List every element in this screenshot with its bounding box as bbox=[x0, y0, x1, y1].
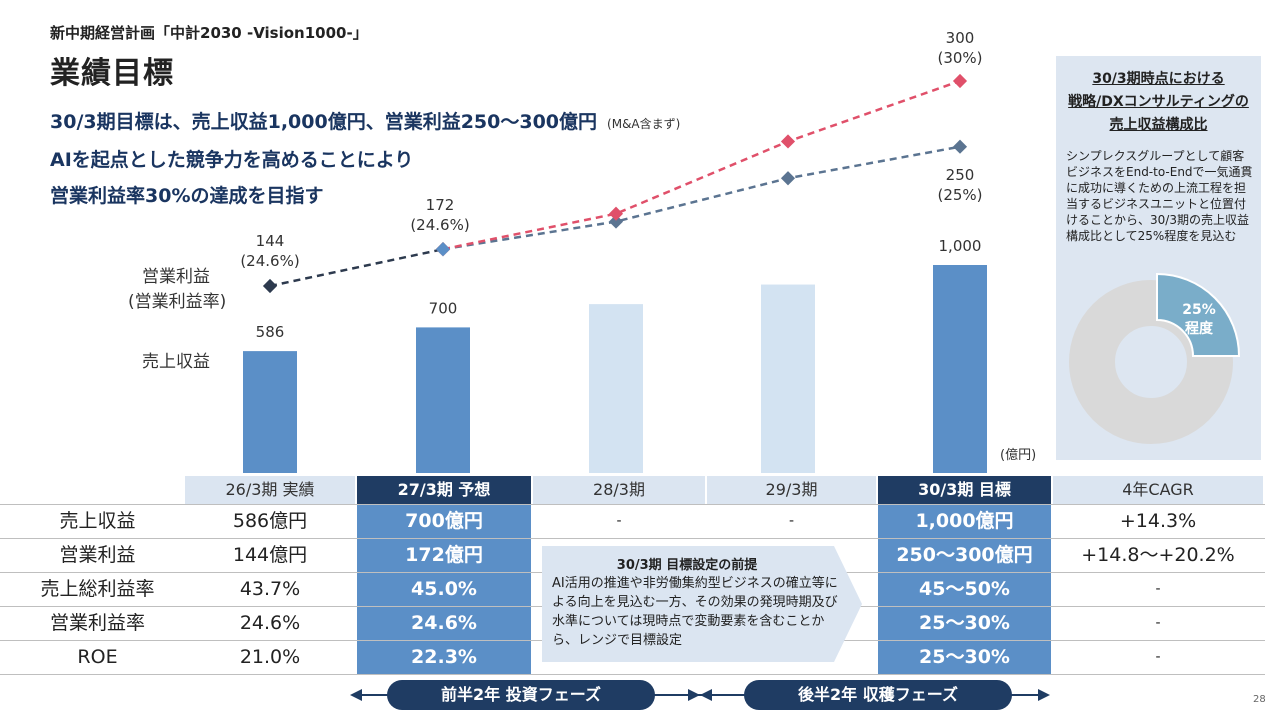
cell-roe-27: 22.3% bbox=[411, 646, 477, 668]
cell-gross-26: 43.7% bbox=[239, 578, 301, 600]
profit-high-marker bbox=[952, 73, 968, 89]
row-label-gross-margin: 売上総利益率 bbox=[40, 578, 155, 600]
header-28: 28/3期 bbox=[533, 476, 705, 504]
row-divider bbox=[0, 538, 1265, 539]
page-title: 業績目標 bbox=[50, 56, 174, 91]
revenue-row-label: 売上収益 bbox=[142, 352, 210, 372]
cell-roe-cagr: - bbox=[1155, 649, 1161, 665]
premise-title: 30/3期 目標設定の前提 bbox=[616, 558, 758, 573]
revenue-bar bbox=[589, 304, 643, 473]
cell-opm-27: 24.6% bbox=[411, 612, 477, 634]
premise-body: AI活用の推進や非労働集約型ビジネスの確立等による向上を見込む一方、その効果の発… bbox=[552, 576, 838, 648]
lead-line-1-note: (M&A含まず) bbox=[607, 117, 681, 131]
cell-revenue-30: 1,000億円 bbox=[915, 510, 1014, 532]
row-label-profit: 営業利益 bbox=[59, 544, 136, 566]
revenue-bar bbox=[416, 327, 470, 473]
revenue-bar-label: 586 bbox=[256, 323, 285, 341]
performance-chart: 586 700 1,000 144 (24.6%) 172 (24.6%) 300 (30%) 2… bbox=[240, 29, 987, 473]
profit-label-27: (24.6%) bbox=[410, 216, 469, 234]
row-label-op-margin: 営業利益率 bbox=[49, 612, 145, 634]
cell-revenue-28: - bbox=[616, 513, 622, 529]
profit-row-label-1: 営業利益 bbox=[142, 267, 210, 287]
cell-roe-26: 21.0% bbox=[239, 646, 301, 668]
cell-gross-30: 45～50% bbox=[919, 578, 1010, 600]
profit-high-marker bbox=[780, 134, 796, 149]
panel-title: 30/3期時点における 戦略/DXコンサルティングの 売上収益構成比 bbox=[1056, 68, 1261, 137]
supertitle: 新中期経営計画「中計2030 -Vision1000-」 bbox=[50, 24, 368, 42]
cell-opm-30: 25～30% bbox=[919, 612, 1010, 634]
cell-opm-26: 24.6% bbox=[239, 612, 301, 634]
profit-high-line bbox=[442, 79, 961, 251]
profit-low-marker bbox=[608, 214, 624, 229]
cell-profit-26: 144億円 bbox=[232, 544, 308, 566]
cell-profit-30: 250～300億円 bbox=[896, 544, 1033, 566]
donut-rest-slice bbox=[1069, 280, 1233, 444]
cell-profit-27: 172億円 bbox=[405, 544, 483, 566]
cell-gross-cagr: - bbox=[1155, 581, 1161, 597]
panel-body: シンプレクスグループとして顧客ビジネスをEnd-to-Endで一気通貫に成功に導… bbox=[1066, 149, 1253, 243]
profit-label-30-low: 250 bbox=[946, 166, 975, 184]
cell-revenue-cagr: +14.3% bbox=[1119, 510, 1197, 532]
profit-low-marker bbox=[780, 171, 796, 186]
lead-line-1: 30/3期目標は、売上収益1,000億円、営業利益250～300億円 (M&A含ま… bbox=[50, 107, 680, 134]
profit-label-30-low: (25%) bbox=[937, 186, 982, 204]
panel-title-line-3: 売上収益構成比 bbox=[1109, 117, 1208, 133]
cell-revenue-26: 586億円 bbox=[232, 510, 308, 532]
page-number: 28 bbox=[1253, 694, 1266, 705]
profit-label-26: 144 bbox=[256, 232, 285, 250]
phase-first-half: 前半2年 投資フェーズ bbox=[387, 680, 655, 710]
premise-box: 30/3期 目標設定の前提 AI活用の推進や非労働集約型ビジネスの確立等による向… bbox=[542, 546, 862, 662]
cell-revenue-27: 700億円 bbox=[405, 510, 483, 532]
revenue-bar bbox=[243, 351, 297, 473]
panel-title-line-1: 30/3期時点における bbox=[1092, 71, 1225, 87]
profit-label-30-high: 300 bbox=[946, 29, 975, 47]
col-30-highlight bbox=[878, 504, 1051, 674]
composition-panel: 30/3期時点における 戦略/DXコンサルティングの 売上収益構成比 シンプレク… bbox=[1056, 56, 1261, 460]
unit-label: (億円) bbox=[1000, 448, 1037, 463]
row-label-roe: ROE bbox=[77, 646, 118, 668]
cell-opm-cagr: - bbox=[1155, 615, 1161, 631]
profit-high-marker bbox=[608, 206, 624, 221]
profit-row-label-2: (営業利益率) bbox=[128, 292, 227, 312]
profit-27-marker bbox=[435, 242, 451, 257]
composition-donut: 25% 程度 bbox=[1069, 272, 1241, 444]
phase-second-half: 後半2年 収穫フェーズ bbox=[744, 680, 1012, 710]
profit-low-marker bbox=[952, 139, 968, 154]
revenue-bar bbox=[933, 265, 987, 473]
col-27-highlight bbox=[357, 504, 531, 674]
profit-actual-line bbox=[269, 247, 444, 288]
profit-actual-marker bbox=[262, 278, 278, 294]
revenue-bar-label: 1,000 bbox=[939, 237, 982, 255]
row-divider bbox=[0, 504, 1265, 505]
donut-share-slice bbox=[1156, 272, 1241, 357]
profit-label-26: (24.6%) bbox=[240, 252, 299, 270]
profit-low-line bbox=[442, 145, 961, 251]
panel-title-line-2: 戦略/DXコンサルティングの bbox=[1068, 94, 1249, 110]
header-29: 29/3期 bbox=[707, 476, 876, 504]
donut-share-label: 25% bbox=[1182, 302, 1216, 318]
lead-line-1-text: 30/3期目標は、売上収益1,000億円、営業利益250～300億円 bbox=[50, 111, 598, 133]
header-30: 30/3期 目標 bbox=[878, 476, 1051, 504]
header-26: 26/3期 実績 bbox=[185, 476, 355, 504]
profit-label-27: 172 bbox=[426, 196, 455, 214]
profit-label-30-high: (30%) bbox=[937, 49, 982, 67]
premise-arrow-shape bbox=[542, 546, 862, 662]
header-27: 27/3期 予想 bbox=[357, 476, 531, 504]
cell-gross-27: 45.0% bbox=[411, 578, 477, 600]
lead-line-3: 営業利益率30%の達成を目指す bbox=[50, 185, 324, 207]
lead-line-2: AIを起点とした競争力を高めることにより bbox=[50, 149, 414, 171]
cell-roe-30: 25～30% bbox=[919, 646, 1010, 668]
profit-row-label: 営業利益 (営業利益率) bbox=[128, 262, 227, 312]
revenue-bar-label: 700 bbox=[429, 299, 458, 317]
header-cagr: 4年CAGR bbox=[1053, 476, 1263, 504]
row-label-revenue: 売上収益 bbox=[59, 510, 136, 532]
donut-share-sublabel: 程度 bbox=[1185, 320, 1214, 337]
revenue-bar bbox=[761, 284, 815, 473]
cell-profit-cagr: +14.8～+20.2% bbox=[1081, 544, 1235, 566]
cell-revenue-29: - bbox=[788, 513, 795, 529]
row-divider bbox=[0, 674, 1265, 675]
